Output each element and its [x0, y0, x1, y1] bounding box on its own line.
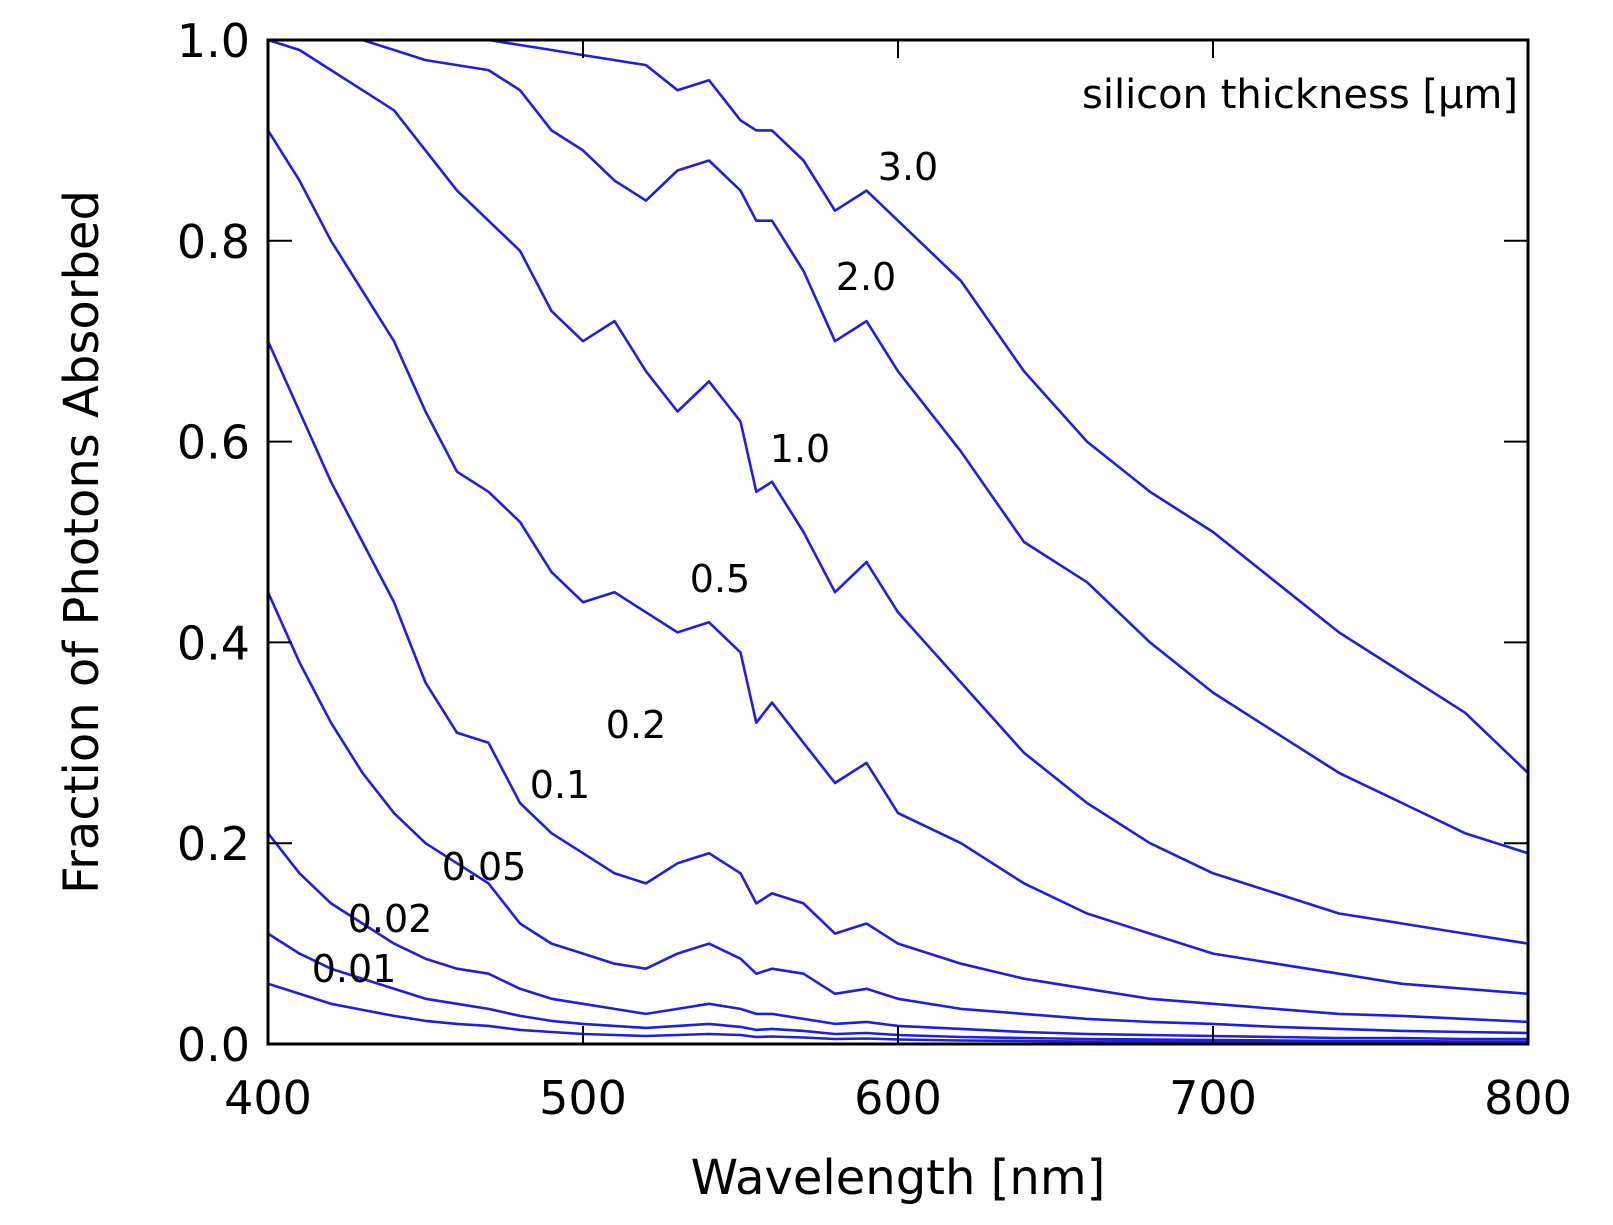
x-tick-label: 600: [854, 1071, 942, 1125]
curve-0p01-um: [267, 982, 1528, 1045]
curve-label: 0.02: [348, 897, 433, 941]
legend-title: silicon thickness [μm]: [1082, 72, 1518, 118]
x-axis-title: Wavelength [nm]: [691, 1150, 1106, 1206]
ticks-layer: [267, 39, 1529, 1045]
curve-label: 3.0: [878, 145, 938, 189]
x-tick-label: 500: [539, 1071, 627, 1125]
curves-layer: [266, 38, 1529, 1045]
y-tick-label: 0.6: [177, 416, 250, 470]
y-tick-label: 0.8: [177, 215, 250, 269]
y-tick-label: 0.2: [177, 817, 250, 871]
curve-label: 1.0: [770, 427, 830, 471]
x-tick-label: 400: [224, 1071, 312, 1125]
x-tick-label: 700: [1169, 1071, 1257, 1125]
y-tick-label: 0.4: [177, 616, 250, 670]
curve-label: 0.05: [442, 845, 527, 889]
curve-0p5-um: [266, 129, 1529, 996]
x-tick-label: 800: [1484, 1071, 1572, 1125]
curve-0p1-um: [266, 591, 1529, 1035]
y-tick-label: 1.0: [177, 14, 250, 68]
curve-label: 0.2: [606, 703, 666, 747]
tick-labels-layer: 400 500 600 700 800 0.0 0.2 0.4 0.6 0.8 1.0: [177, 14, 1572, 1125]
curve-0p2-um: [266, 340, 1529, 1024]
y-axis-title: Fraction of Photons Absorbed: [54, 190, 110, 894]
curve-label: 0.01: [312, 947, 397, 991]
curve-1p0-um: [267, 38, 1529, 945]
y-tick-label: 0.0: [177, 1018, 250, 1072]
curve-label: 0.1: [530, 763, 590, 807]
curve-0p05-um: [266, 832, 1528, 1041]
curve-2p0-um: [268, 38, 1529, 855]
curve-0p02-um: [267, 932, 1528, 1043]
curve-labels-layer: 3.0 2.0 1.0 0.5 0.2 0.10.050.02 0.01: [312, 145, 939, 991]
curve-label: 0.5: [690, 557, 750, 601]
curve-label: 2.0: [836, 255, 896, 299]
